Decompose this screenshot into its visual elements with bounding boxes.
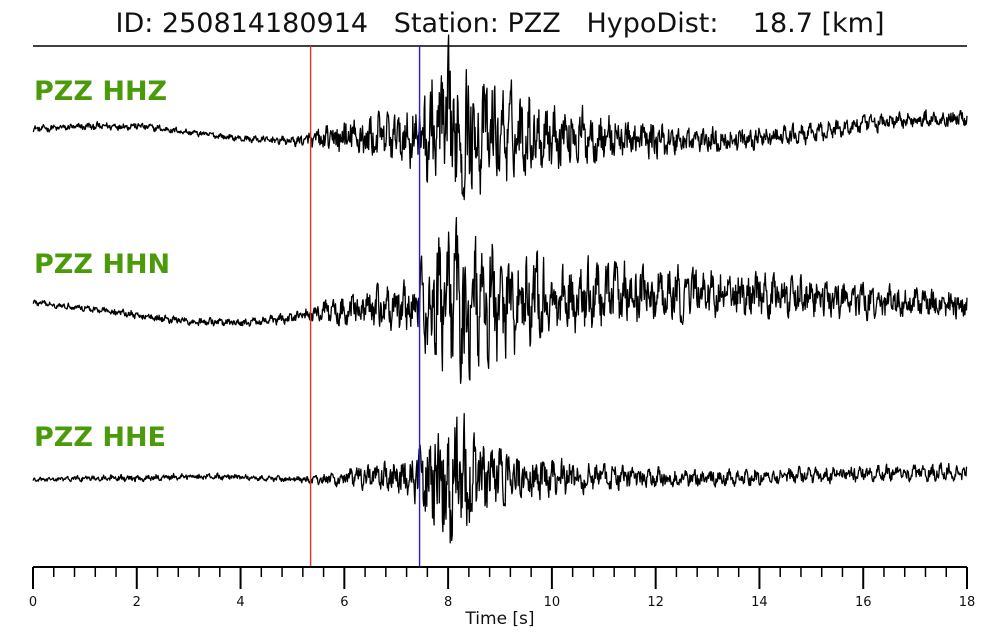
- x-tick-label: 16: [855, 595, 872, 610]
- channel-labels-group: PZZ HHZ PZZ HHN PZZ HHE: [34, 76, 170, 453]
- channel-label-pzz-hhz: PZZ HHZ: [34, 76, 167, 107]
- x-tick-label: 18: [959, 595, 976, 610]
- picks-group: [309, 46, 421, 567]
- x-tick-label: 4: [236, 595, 244, 610]
- channel-label-pzz-hhe: PZZ HHE: [34, 422, 166, 453]
- trace-pzz-hhe: [32, 412, 968, 544]
- x-tick-label: 10: [544, 595, 561, 610]
- chart-title: ID: 250814180914 Station: PZZ HypoDist: …: [115, 8, 885, 39]
- x-tick-label: 14: [751, 595, 768, 610]
- channel-label-pzz-hhn: PZZ HHN: [34, 249, 170, 280]
- x-tick-label: 12: [647, 595, 664, 610]
- trace-pzz-hhz: [32, 34, 968, 201]
- x-tick-label: 6: [340, 595, 348, 610]
- x-tick-label: 2: [133, 595, 141, 610]
- x-tick-label: 0: [29, 595, 37, 610]
- x-tick-label: 8: [444, 595, 452, 610]
- x-axis: 0 2 4 6 8 10 12 14 16 18 Time [s]: [29, 566, 976, 629]
- traces-group: [32, 34, 968, 544]
- trace-pzz-hhn: [32, 216, 968, 384]
- x-axis-label: Time [s]: [464, 609, 534, 629]
